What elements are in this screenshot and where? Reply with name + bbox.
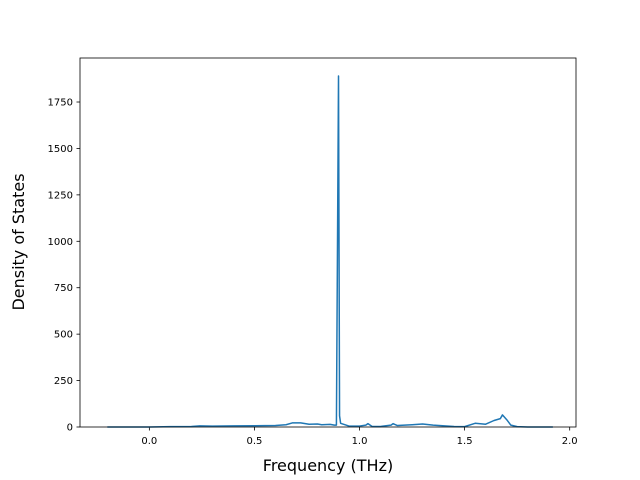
x-axis-label: Frequency (THz) <box>263 456 393 475</box>
y-tick-label: 1500 <box>48 144 73 155</box>
x-tick-label: 1.0 <box>352 436 368 447</box>
y-tick-label: 750 <box>54 283 73 294</box>
y-tick-label: 500 <box>54 330 73 341</box>
x-tick-label: 2.0 <box>562 436 578 447</box>
x-tick-label: 1.5 <box>457 436 473 447</box>
plot-frame <box>79 57 577 428</box>
x-tick-label: 0.0 <box>141 436 157 447</box>
y-tick-label: 1000 <box>48 237 73 248</box>
y-tick-label: 1250 <box>48 190 73 201</box>
y-axis-label: Density of States <box>9 173 28 310</box>
y-tick-label: 250 <box>54 376 73 387</box>
line <box>107 75 553 428</box>
x-tick-label: 0.5 <box>246 436 262 447</box>
y-tick-label: 0 <box>67 423 73 434</box>
y-tick-label: 1750 <box>48 98 73 109</box>
